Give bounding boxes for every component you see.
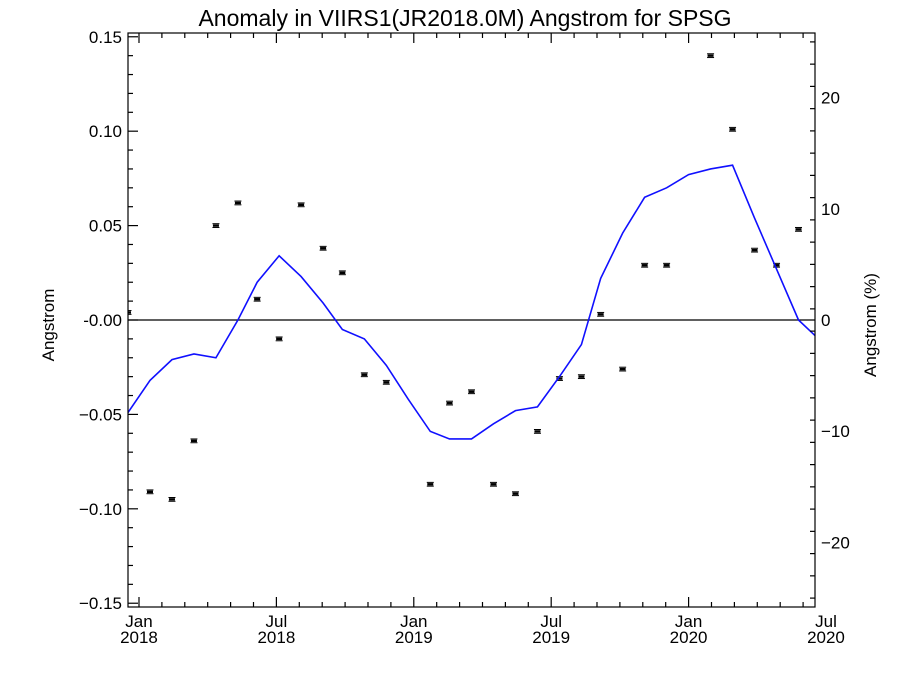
x-tick-label-month: Jul	[266, 612, 288, 631]
data-point-29	[795, 226, 803, 232]
data-point-13	[426, 481, 434, 487]
data-point-21	[597, 311, 605, 317]
data-point-6	[253, 296, 261, 302]
data-point-26	[729, 126, 737, 132]
data-point-9	[319, 245, 327, 251]
data-point-20	[577, 374, 585, 380]
x-tick-label-year: 2020	[807, 628, 845, 647]
left-tick-labels: 0.15 0.10 0.05 -0.00 −0.05 −0.10 −0.15	[79, 28, 122, 613]
x-tick-label-year: 2019	[532, 628, 570, 647]
data-point-23	[641, 262, 649, 268]
data-point-24	[663, 262, 671, 268]
x-tick-labels: Jan2018Jul2018Jan2019Jul2019Jan2020Jul20…	[120, 612, 845, 647]
data-point-4	[212, 223, 220, 228]
data-point-11	[360, 372, 368, 378]
x-tick-label-year: 2020	[670, 628, 708, 647]
data-point-22	[619, 366, 627, 372]
data-point-32	[858, 397, 865, 401]
y-right-tick-label: −20	[821, 533, 850, 552]
chart-title: Anomaly in VIIRS1(JR2018.0M) Angstrom fo…	[198, 5, 731, 31]
data-point-27	[751, 247, 759, 253]
x-tick-label-month: Jan	[675, 612, 702, 631]
y-right-tick-label: 0	[821, 311, 830, 330]
data-point-8	[297, 202, 305, 208]
y-left-tick-label: 0.15	[89, 28, 122, 47]
y-right-tick-label: 10	[821, 200, 840, 219]
data-point-31	[839, 377, 846, 381]
y-right-tick-label: −10	[821, 422, 850, 441]
data-point-5	[234, 200, 242, 206]
y-left-tick-label: -0.00	[83, 311, 122, 330]
data-point-10	[338, 270, 346, 276]
x-tick-label-month: Jan	[125, 612, 152, 631]
x-tick-label-year: 2018	[257, 628, 295, 647]
plot-elements	[127, 32, 865, 608]
right-tick-labels: 20 10 0 −10 −20	[821, 89, 850, 553]
data-point-30	[817, 241, 824, 245]
data-point-3	[190, 438, 198, 444]
data-point-17	[511, 491, 519, 497]
x-tick-label-year: 2018	[120, 628, 158, 647]
x-tick-label-month: Jul	[815, 612, 837, 631]
right-axis-label: Angstrom (%)	[861, 273, 880, 377]
left-axis-label: Angstrom	[39, 289, 58, 362]
y-left-tick-label: −0.10	[79, 500, 122, 519]
data-point-14	[446, 400, 454, 406]
y-left-tick-label: 0.05	[89, 217, 122, 236]
data-point-18	[533, 429, 541, 434]
y-right-tick-label: 20	[821, 89, 840, 108]
x-tick-label-month: Jan	[400, 612, 427, 631]
data-point-15	[468, 389, 475, 395]
data-point-7	[275, 336, 283, 342]
y-left-tick-label: −0.15	[79, 594, 122, 613]
plot-series-group	[128, 53, 865, 502]
data-point-12	[382, 379, 390, 385]
data-point-1	[146, 489, 154, 495]
data-point-0	[128, 310, 132, 315]
y-left-tick-label: 0.10	[89, 122, 122, 141]
data-point-2	[168, 496, 176, 502]
x-tick-label-month: Jul	[540, 612, 562, 631]
fit-line-series	[128, 164, 815, 440]
data-point-25	[707, 53, 715, 59]
x-tick-label-year: 2019	[395, 628, 433, 647]
y-left-tick-label: −0.05	[79, 405, 122, 424]
data-point-16	[489, 481, 497, 487]
